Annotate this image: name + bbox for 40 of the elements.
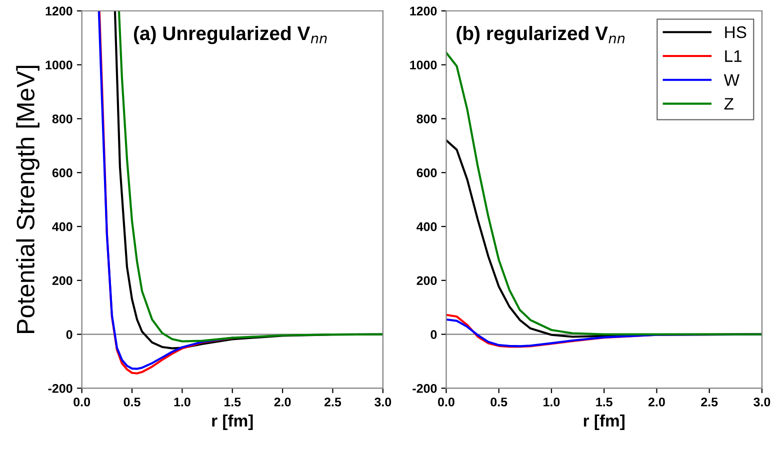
y-tick-label: 0	[430, 330, 437, 339]
y-tick-label: 400	[416, 222, 437, 232]
y-tick-label: 800	[416, 114, 437, 124]
y-tick-label: 1000	[46, 60, 72, 70]
legend-label: Z	[724, 98, 734, 110]
x-tick-label: 2.0	[648, 398, 665, 406]
line-series	[446, 52, 762, 336]
annotation: (b) regularized V$_{nn}$	[456, 26, 625, 44]
x-tick-label: 3.0	[374, 398, 392, 406]
y-tick-label: 1000	[410, 60, 437, 70]
y-tick-label: 400	[52, 222, 72, 232]
y-tick-label: 200	[416, 276, 437, 286]
x-tick-label: 1.5	[224, 398, 241, 406]
x-axis-title: r [fm]	[212, 414, 253, 430]
x-axis-title: r [fm]	[584, 414, 624, 430]
legend-label: W	[724, 74, 740, 86]
annotation: (a) Unregularized V$_{nn}$	[134, 26, 327, 44]
x-tick-label: 2.5	[324, 398, 342, 406]
x-tick-label: 3.0	[754, 398, 770, 406]
y-tick-label: 1200	[46, 6, 72, 16]
x-tick-label: 0.5	[490, 398, 508, 406]
legend-label: HS	[725, 26, 746, 38]
x-tick-label: 2.5	[701, 398, 718, 406]
y-tick-label: 600	[416, 168, 437, 178]
y-tick-label: 600	[52, 168, 72, 178]
y-tick-label: 800	[52, 114, 72, 124]
x-tick-label: 1.5	[596, 398, 612, 406]
y-tick-label: 0	[66, 330, 72, 339]
y-tick-label: 200	[52, 276, 72, 286]
legend-label: L1	[725, 50, 742, 62]
y-tick-label: -200	[48, 384, 72, 393]
x-tick-label: 1.0	[544, 398, 560, 406]
x-tick-label: 1.0	[174, 398, 190, 406]
y-axis-title: Potential Strength [MeV]	[16, 66, 40, 333]
x-tick-label: 0.0	[74, 398, 90, 406]
y-tick-label: -200	[412, 384, 437, 393]
y-tick-label: 1200	[410, 6, 437, 16]
x-tick-label: 2.0	[274, 398, 291, 406]
x-tick-label: 0.0	[438, 398, 454, 406]
x-tick-label: 0.5	[124, 398, 140, 406]
